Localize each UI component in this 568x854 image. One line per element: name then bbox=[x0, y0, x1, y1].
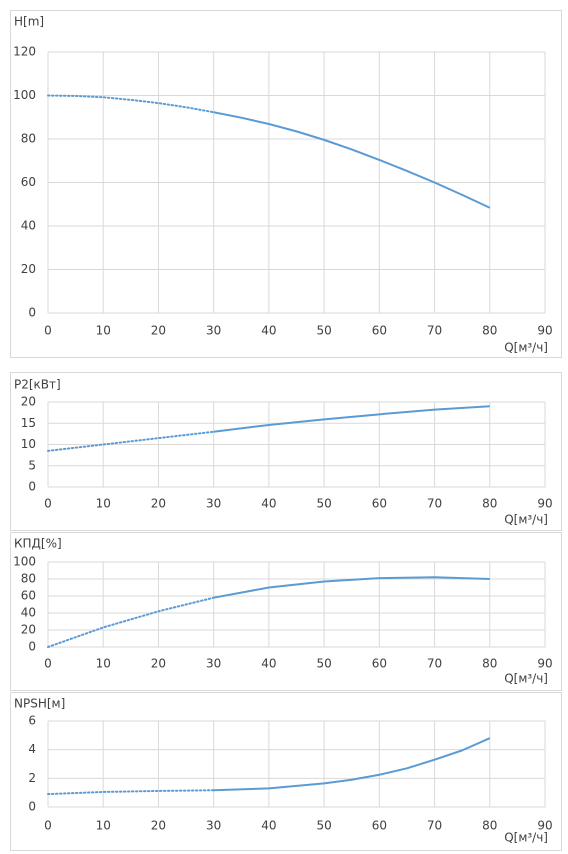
y-tick-label: 60 bbox=[21, 175, 36, 189]
panel bbox=[10, 692, 562, 851]
x-tick-label: 0 bbox=[44, 497, 52, 511]
x-tick-label: 90 bbox=[537, 497, 552, 511]
x-tick-label: 10 bbox=[96, 497, 111, 511]
x-tick-label: 90 bbox=[537, 657, 552, 671]
y-tick-label: 60 bbox=[21, 589, 36, 603]
chart-title: КПД[%] bbox=[14, 537, 62, 551]
x-tick-label: 60 bbox=[372, 819, 387, 833]
x-tick-label: 50 bbox=[316, 497, 331, 511]
x-tick-label: 60 bbox=[372, 497, 387, 511]
x-tick-label: 20 bbox=[151, 819, 166, 833]
x-tick-label: 80 bbox=[482, 324, 497, 338]
x-tick-label: 30 bbox=[206, 497, 221, 511]
x-tick-label: 70 bbox=[427, 324, 442, 338]
x-tick-label: 70 bbox=[427, 657, 442, 671]
x-tick-label: 70 bbox=[427, 819, 442, 833]
x-axis-label: Q[м³/ч] bbox=[504, 513, 548, 527]
x-tick-label: 20 bbox=[151, 657, 166, 671]
x-tick-label: 80 bbox=[482, 497, 497, 511]
dotted-line bbox=[47, 596, 215, 648]
y-tick-label: 0 bbox=[28, 640, 36, 654]
x-tick-label: 20 bbox=[151, 324, 166, 338]
y-tick-label: 15 bbox=[21, 416, 36, 430]
chart-title: NPSH[м] bbox=[14, 697, 65, 711]
x-tick-label: 30 bbox=[206, 819, 221, 833]
solid-line bbox=[213, 405, 490, 433]
x-tick-label: 20 bbox=[151, 497, 166, 511]
x-tick-label: 50 bbox=[316, 819, 331, 833]
y-tick-label: 20 bbox=[21, 262, 36, 276]
x-axis-label: Q[м³/ч] bbox=[504, 672, 548, 686]
y-tick-label: 40 bbox=[21, 606, 36, 620]
y-tick-label: 20 bbox=[21, 623, 36, 637]
x-tick-label: 80 bbox=[482, 657, 497, 671]
y-tick-label: 0 bbox=[28, 480, 36, 494]
dotted-line bbox=[47, 430, 215, 452]
x-tick-label: 70 bbox=[427, 497, 442, 511]
y-tick-label: 20 bbox=[21, 395, 36, 409]
dotted-line bbox=[47, 94, 215, 114]
solid-line bbox=[213, 737, 491, 792]
y-tick-label: 100 bbox=[13, 88, 36, 102]
x-tick-label: 0 bbox=[44, 324, 52, 338]
y-tick-label: 5 bbox=[28, 458, 36, 472]
y-tick-label: 0 bbox=[28, 800, 36, 814]
x-tick-label: 0 bbox=[44, 657, 52, 671]
x-tick-label: 90 bbox=[537, 324, 552, 338]
y-tick-label: 40 bbox=[21, 219, 36, 233]
x-tick-label: 80 bbox=[482, 819, 497, 833]
x-tick-label: 90 bbox=[537, 819, 552, 833]
x-tick-label: 30 bbox=[206, 324, 221, 338]
x-tick-label: 50 bbox=[316, 657, 331, 671]
panel bbox=[10, 532, 562, 691]
y-tick-label: 10 bbox=[21, 437, 36, 451]
x-tick-label: 40 bbox=[261, 497, 276, 511]
y-tick-label: 100 bbox=[13, 555, 36, 569]
x-tick-label: 10 bbox=[96, 819, 111, 833]
x-tick-label: 50 bbox=[316, 324, 331, 338]
x-axis-label: Q[м³/ч] bbox=[504, 341, 548, 355]
x-tick-label: 60 bbox=[372, 657, 387, 671]
dotted-line bbox=[47, 789, 215, 796]
y-tick-label: 80 bbox=[21, 572, 36, 586]
solid-line bbox=[213, 576, 490, 599]
panel bbox=[10, 372, 562, 531]
x-tick-label: 40 bbox=[261, 657, 276, 671]
y-tick-label: 80 bbox=[21, 132, 36, 146]
y-tick-label: 6 bbox=[28, 714, 36, 728]
y-tick-label: 120 bbox=[13, 45, 36, 59]
x-tick-label: 10 bbox=[96, 324, 111, 338]
y-tick-label: 0 bbox=[28, 306, 36, 320]
x-tick-label: 40 bbox=[261, 324, 276, 338]
x-tick-label: 60 bbox=[372, 324, 387, 338]
x-tick-label: 30 bbox=[206, 657, 221, 671]
x-tick-label: 10 bbox=[96, 657, 111, 671]
solid-line bbox=[213, 111, 491, 209]
chart-title: P2[кВт] bbox=[14, 378, 61, 392]
y-tick-label: 4 bbox=[28, 742, 36, 756]
y-tick-label: 2 bbox=[28, 771, 36, 785]
panel bbox=[10, 10, 562, 358]
x-axis-label: Q[м³/ч] bbox=[504, 831, 548, 845]
x-tick-label: 0 bbox=[44, 819, 52, 833]
x-tick-label: 40 bbox=[261, 819, 276, 833]
chart-title: H[m] bbox=[14, 15, 44, 29]
